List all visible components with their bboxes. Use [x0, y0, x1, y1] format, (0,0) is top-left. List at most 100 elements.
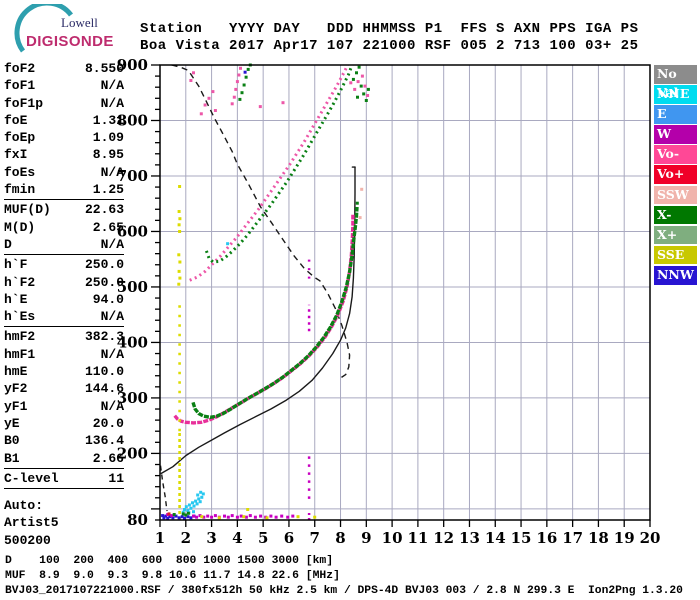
param-label: h`Es — [4, 309, 36, 325]
o-mode-trace-f2 — [173, 214, 355, 425]
multi-hop-green-specks — [238, 97, 242, 101]
multi-hop-pink-specks — [199, 112, 203, 116]
ssw-specks — [358, 216, 362, 220]
true-height-profile — [160, 166, 356, 475]
x-axis-label: 20 — [640, 529, 661, 547]
bottom-noise-magenta — [274, 515, 278, 519]
ssw-specks — [360, 187, 364, 191]
x-axis-label: 11 — [407, 529, 428, 547]
legend-item: SSW — [654, 185, 697, 205]
bottom-noise-blue — [186, 515, 190, 519]
param-value: N/A — [100, 309, 124, 325]
bottom-noise-green — [184, 513, 188, 517]
y-axis-label: 500 — [117, 278, 148, 296]
bottom-noise-magenta — [280, 514, 284, 518]
x-mode-trace-f2 — [191, 206, 359, 419]
multi-hop-pink-specks — [203, 103, 207, 107]
spread-green-specks — [359, 84, 363, 88]
header-values-row: Boa Vista 2017 Apr17 107 221000 RSF 005 … — [140, 37, 639, 54]
param-label: foEs — [4, 164, 36, 180]
param-row: yF2 144.6 — [4, 380, 124, 397]
x-axis-label: 7 — [310, 529, 320, 547]
multi-hop-pink-specks — [281, 101, 285, 105]
muf-transmission-curve — [171, 64, 351, 379]
separator-line — [4, 326, 124, 328]
param-label: D — [4, 236, 12, 252]
bottom-noise-blue — [162, 516, 166, 520]
bottom-noise-magenta — [210, 515, 214, 519]
multi-hop-pink-specks — [213, 109, 217, 112]
legend-item: Vo- — [654, 145, 697, 164]
param-value: 144.6 — [84, 381, 124, 397]
param-value: N/A — [100, 164, 124, 180]
digisonde-logo: Lowell DIGISONDE — [8, 0, 138, 56]
bottom-noise-blue — [164, 514, 168, 518]
x-axis-label: 19 — [614, 529, 635, 547]
param-label: yE — [4, 415, 20, 431]
spread-green-specks — [364, 99, 368, 102]
param-row: B0 136.4 — [4, 432, 124, 449]
cyan-e-region-echoes — [199, 490, 203, 494]
spread-green-specks — [362, 92, 366, 96]
bottom-noise-yellow — [200, 515, 204, 519]
bottom-noise-magenta — [198, 514, 202, 518]
spread-green-specks — [351, 77, 355, 81]
bottom-noise-blue — [183, 516, 186, 520]
cyan-e-region-echoes — [189, 506, 193, 510]
bottom-noise-magenta — [259, 514, 263, 518]
spread-green-specks — [366, 87, 370, 91]
multi-hop-pink-specks — [192, 71, 195, 75]
x-axis-label: 16 — [536, 529, 557, 547]
bottom-noise-magenta — [230, 514, 234, 518]
param-row: foEp 1.09 — [4, 129, 124, 146]
yellow-noise-dots — [178, 217, 182, 221]
param-row: yF1 N/A — [4, 398, 124, 415]
spread-green-specks — [355, 71, 358, 75]
x-mode-second-hop — [204, 64, 354, 264]
legend-item: E — [654, 105, 697, 124]
spread-pink-specks — [356, 80, 360, 84]
param-label: fxI — [4, 147, 28, 163]
multi-hop-green-specks — [246, 67, 250, 71]
cyan-e-region-echoes — [197, 497, 201, 501]
plot-border — [159, 64, 651, 521]
cyan-e-region-echoes — [194, 499, 198, 503]
x-axis-label: 9 — [361, 529, 371, 547]
bottom-noise-magenta — [269, 514, 273, 518]
param-value: N/A — [100, 346, 124, 362]
bottom-noise-blue — [174, 514, 178, 518]
legend-item: X+ — [654, 225, 697, 245]
param-row: foEs N/A — [4, 164, 124, 181]
d-row: D 100 200 400 600 800 1000 1500 3000 [km… — [5, 555, 334, 567]
param-row: yE 20.0 — [4, 415, 124, 432]
param-value: 1.09 — [92, 130, 124, 146]
param-row: foF1p N/A — [4, 95, 124, 112]
yellow-noise-dots — [177, 282, 181, 286]
logo-lowell-text: Lowell — [61, 15, 98, 30]
param-row: MUF(D) 22.63 — [4, 201, 124, 218]
param-row: hmE 110.0 — [4, 363, 124, 380]
logo-arc-icon — [14, 0, 73, 53]
y-axis-label: 900 — [117, 56, 148, 74]
y-axis-label: 800 — [117, 111, 148, 129]
param-row: M(D) 2.65 — [4, 219, 124, 236]
bottom-noise-magenta — [170, 514, 174, 518]
param-row: h`Es N/A — [4, 308, 124, 325]
param-label: hmE — [4, 364, 28, 380]
param-value: 382.3 — [84, 329, 124, 345]
bottom-noise-blue — [189, 516, 193, 520]
multi-hop-pink-specks — [189, 79, 193, 82]
param-row: fxI 8.95 — [4, 146, 124, 163]
y-axis-label: 80 — [127, 511, 148, 529]
yellow-noise-dots — [177, 223, 181, 227]
param-value: N/A — [100, 78, 124, 94]
x-axis-label: 18 — [588, 529, 609, 547]
parameter-panel: foF2 8.550 foF1 N/A foF1p N/A foE 1.31 foEp 1.09 f… — [4, 60, 124, 549]
x-axis-label: 8 — [335, 529, 345, 547]
bottom-noise-yellow — [242, 515, 246, 519]
multi-hop-pink-specks — [237, 73, 241, 77]
yellow-noise-dots — [178, 276, 182, 280]
bottom-noise-yellow — [296, 515, 300, 519]
